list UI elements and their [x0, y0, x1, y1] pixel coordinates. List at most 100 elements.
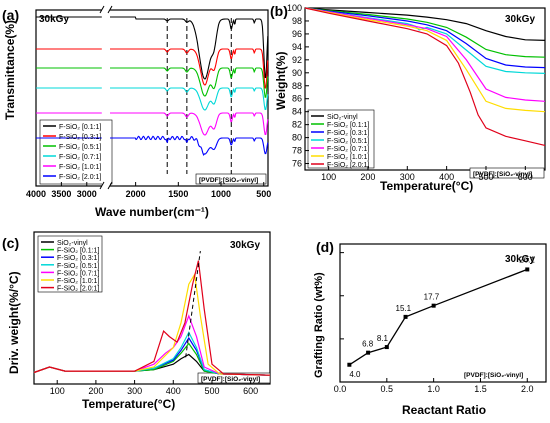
x-tick-label: 600 [243, 386, 258, 396]
legend-note-box [197, 372, 271, 384]
series-lines [304, 7, 546, 146]
spectrum-line [36, 87, 269, 111]
x-tick-label: 1.5 [474, 384, 487, 394]
data-label: 17.7 [424, 293, 440, 302]
x-tick-label: 1.0 [427, 384, 440, 394]
tga-line [304, 7, 546, 113]
legend-box [37, 235, 103, 293]
legend-note: [PVDF]:[SiO₂-vinyl] [199, 177, 258, 184]
y-tick-label: 90 [292, 68, 302, 78]
legend-label: F-SiO₂ [1.0:1] [57, 278, 99, 285]
legend-label: F-SiO₂ [0.3:1] [59, 134, 101, 141]
legend-label: F-SiO₂ [0.3:1] [57, 255, 99, 262]
legend-label: F-SiO₂ [0.1:1] [327, 122, 369, 129]
panel-label: (a) [2, 7, 19, 23]
x-tick-label: 500 [256, 189, 271, 199]
spectrum-line [36, 67, 269, 98]
y-tick-label: 92 [292, 55, 302, 65]
grafting-line: 4.0 6.88.1 15.1 17.7 26.1 [347, 255, 535, 379]
x-tick-label: 0.5 [381, 384, 394, 394]
data-point [403, 314, 408, 319]
legend-label: F-SiO₂ [0.1:1] [59, 124, 101, 131]
legend-label: F-SiO₂ [2.0:1] [327, 162, 369, 169]
x-axis-label: Reactant Ratio [402, 403, 486, 417]
peak-shift-guide [185, 250, 201, 358]
x-tick-label: 3500 [51, 189, 71, 199]
spectrum-line [36, 112, 269, 136]
spectrum-line [36, 135, 269, 157]
axis-break-gap [102, 7, 110, 13]
spectra [36, 16, 269, 157]
y-tick-label: 82 [292, 120, 302, 130]
legend-label: SiO₂-vinyl [57, 240, 88, 247]
x-tick-label: 200 [360, 172, 375, 182]
x-tick-label: 100 [50, 386, 65, 396]
data-point [525, 267, 530, 272]
y-tick-label: 96 [292, 29, 302, 39]
x-axis-label: Temperature(°C) [82, 397, 175, 411]
axis-break-mark [107, 5, 113, 14]
legend-label: F-SiO₂ [2.0:1] [59, 174, 101, 181]
data-label: 4.0 [349, 370, 361, 379]
y-tick-label: 94 [292, 42, 302, 52]
panel-b: (b) 30kGy Weight(%) Temperature(°C) [PVD… [270, 3, 546, 193]
data-label: 26.1 [519, 255, 535, 264]
dose-label: 30kGy [505, 14, 535, 25]
x-tick-label: 2.0 [521, 384, 534, 394]
axis-break-mark [99, 5, 105, 14]
legend-label: F-SiO₂ [2.0:1] [57, 286, 99, 293]
axes: 0.0 0.5 1.0 1.5 2.0 [334, 252, 534, 394]
axes: 100 200 300 400 500 600 76 78 80 82 84 86 88 90 92 94 96… [287, 3, 533, 182]
legend-label: F-SiO₂ [1.0:1] [327, 154, 369, 161]
legend-label: F-SiO₂ [0.3:1] [327, 130, 369, 137]
data-point [384, 345, 389, 350]
y-tick-label: 78 [292, 146, 302, 156]
y-axis-label: Transmittance(%) [3, 20, 17, 120]
axis-break-mark [107, 181, 113, 190]
tga-line [304, 7, 546, 146]
legend-label: F-SiO₂ [0.7:1] [59, 154, 101, 161]
x-tick-label: 0.0 [334, 384, 347, 394]
tga-line [304, 7, 546, 74]
legend-label: SiO₂-vinyl [327, 114, 358, 121]
y-tick-label: 88 [292, 81, 302, 91]
tga-line [304, 7, 546, 58]
x-tick-label: 300 [127, 386, 142, 396]
x-tick-label: 200 [88, 386, 103, 396]
legend-note: [PVDF]:[SiO₂-vinyl] [473, 171, 532, 178]
x-tick-label: 500 [204, 386, 219, 396]
legend-label: F-SiO₂ [0.5:1] [57, 263, 99, 270]
data-line [349, 268, 528, 366]
x-tick-label: 400 [166, 386, 181, 396]
tga-line [304, 7, 546, 41]
y-axis-label: Grafting Ratio (wt%) [313, 272, 325, 378]
series-lines [33, 250, 271, 376]
x-axis-label: Wave number(cm⁻¹) [95, 205, 209, 219]
dose-label: 30kGy [230, 240, 260, 251]
dtg-line [33, 342, 271, 376]
legend-label: F-SiO₂ [0.5:1] [327, 138, 369, 145]
panel-c: (c) 30kGy Driv. weight(%/°C) Temperature… [2, 231, 271, 411]
x-tick-label: 100 [321, 172, 336, 182]
dtg-line [33, 331, 271, 376]
panel-label: (b) [270, 3, 288, 19]
data-label: 6.8 [362, 340, 374, 349]
legend-label: F-SiO₂ [0.5:1] [59, 144, 101, 151]
axis-break-gap [102, 183, 110, 189]
panel-label: (c) [2, 235, 19, 251]
y-tick-label: 100 [287, 3, 302, 13]
panel-a: (a) 30kGy Transmittance(%) Wave number(c… [2, 5, 271, 219]
legend-box [307, 109, 375, 169]
data-point [347, 362, 352, 367]
x-tick-label: 400 [439, 172, 454, 182]
plot-frame [35, 9, 269, 187]
x-tick-label: 500 [478, 172, 493, 182]
x-tick-label: 2000 [126, 189, 146, 199]
y-tick-label: 98 [292, 16, 302, 26]
axes: 100 200 300 400 500 600 [50, 380, 258, 396]
y-tick-label: 86 [292, 94, 302, 104]
y-axis-label: Driv. weight(%/°C) [7, 271, 21, 374]
dose-label: 30kGy [39, 14, 69, 25]
